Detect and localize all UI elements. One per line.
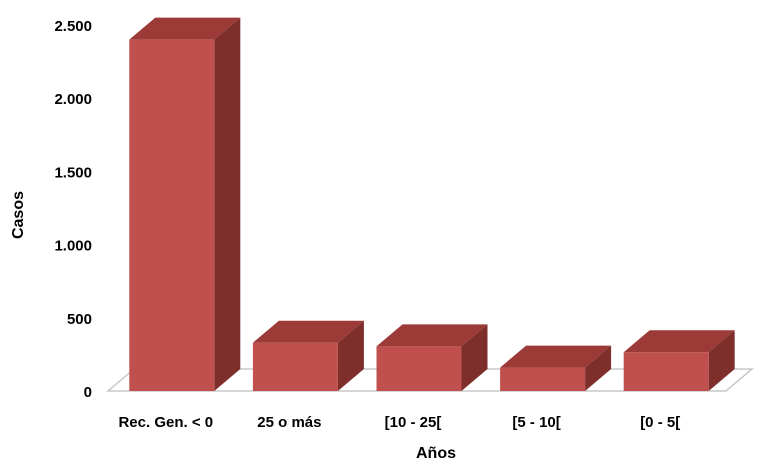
bar-side bbox=[708, 330, 735, 391]
y-tick-label: 0 bbox=[84, 384, 92, 401]
bar-front bbox=[252, 342, 338, 391]
y-axis: 0 500 1.000 1.500 2.000 2.500 bbox=[54, 18, 92, 401]
y-tick-label: 2.500 bbox=[54, 18, 92, 35]
bar-side bbox=[214, 17, 241, 391]
bar bbox=[129, 17, 241, 391]
x-tick-label: Rec. Gen. < 0 bbox=[118, 414, 213, 431]
bar-top bbox=[252, 320, 364, 343]
bar-side bbox=[585, 345, 612, 391]
bars bbox=[129, 17, 735, 391]
bar-front bbox=[500, 367, 586, 391]
bar bbox=[376, 324, 488, 391]
bar-front bbox=[623, 352, 709, 391]
bar-top bbox=[376, 324, 488, 347]
y-tick-label: 1.000 bbox=[54, 238, 92, 255]
bar-front bbox=[129, 39, 215, 391]
bar-top bbox=[129, 17, 241, 40]
bar-top bbox=[623, 330, 735, 353]
y-axis-label: Casos bbox=[10, 191, 27, 239]
bar-top bbox=[500, 345, 612, 368]
x-axis: Rec. Gen. < 0 25 o más [10 - 25[ [5 - 10[ [0… bbox=[118, 414, 680, 431]
bar-side bbox=[337, 320, 364, 391]
x-tick-label: 25 o más bbox=[257, 414, 321, 431]
bar-side bbox=[461, 324, 488, 391]
bar-front bbox=[376, 346, 462, 391]
x-tick-label: [0 - 5[ bbox=[640, 414, 680, 431]
x-axis-label: Años bbox=[416, 445, 456, 462]
x-tick-label: [5 - 10[ bbox=[512, 414, 560, 431]
bar bbox=[623, 330, 735, 391]
x-tick-label: [10 - 25[ bbox=[385, 414, 442, 431]
y-tick-label: 500 bbox=[67, 311, 92, 328]
bar bbox=[252, 320, 364, 391]
y-tick-label: 2.000 bbox=[54, 91, 92, 108]
y-tick-label: 1.500 bbox=[54, 164, 92, 181]
bar bbox=[500, 345, 612, 391]
